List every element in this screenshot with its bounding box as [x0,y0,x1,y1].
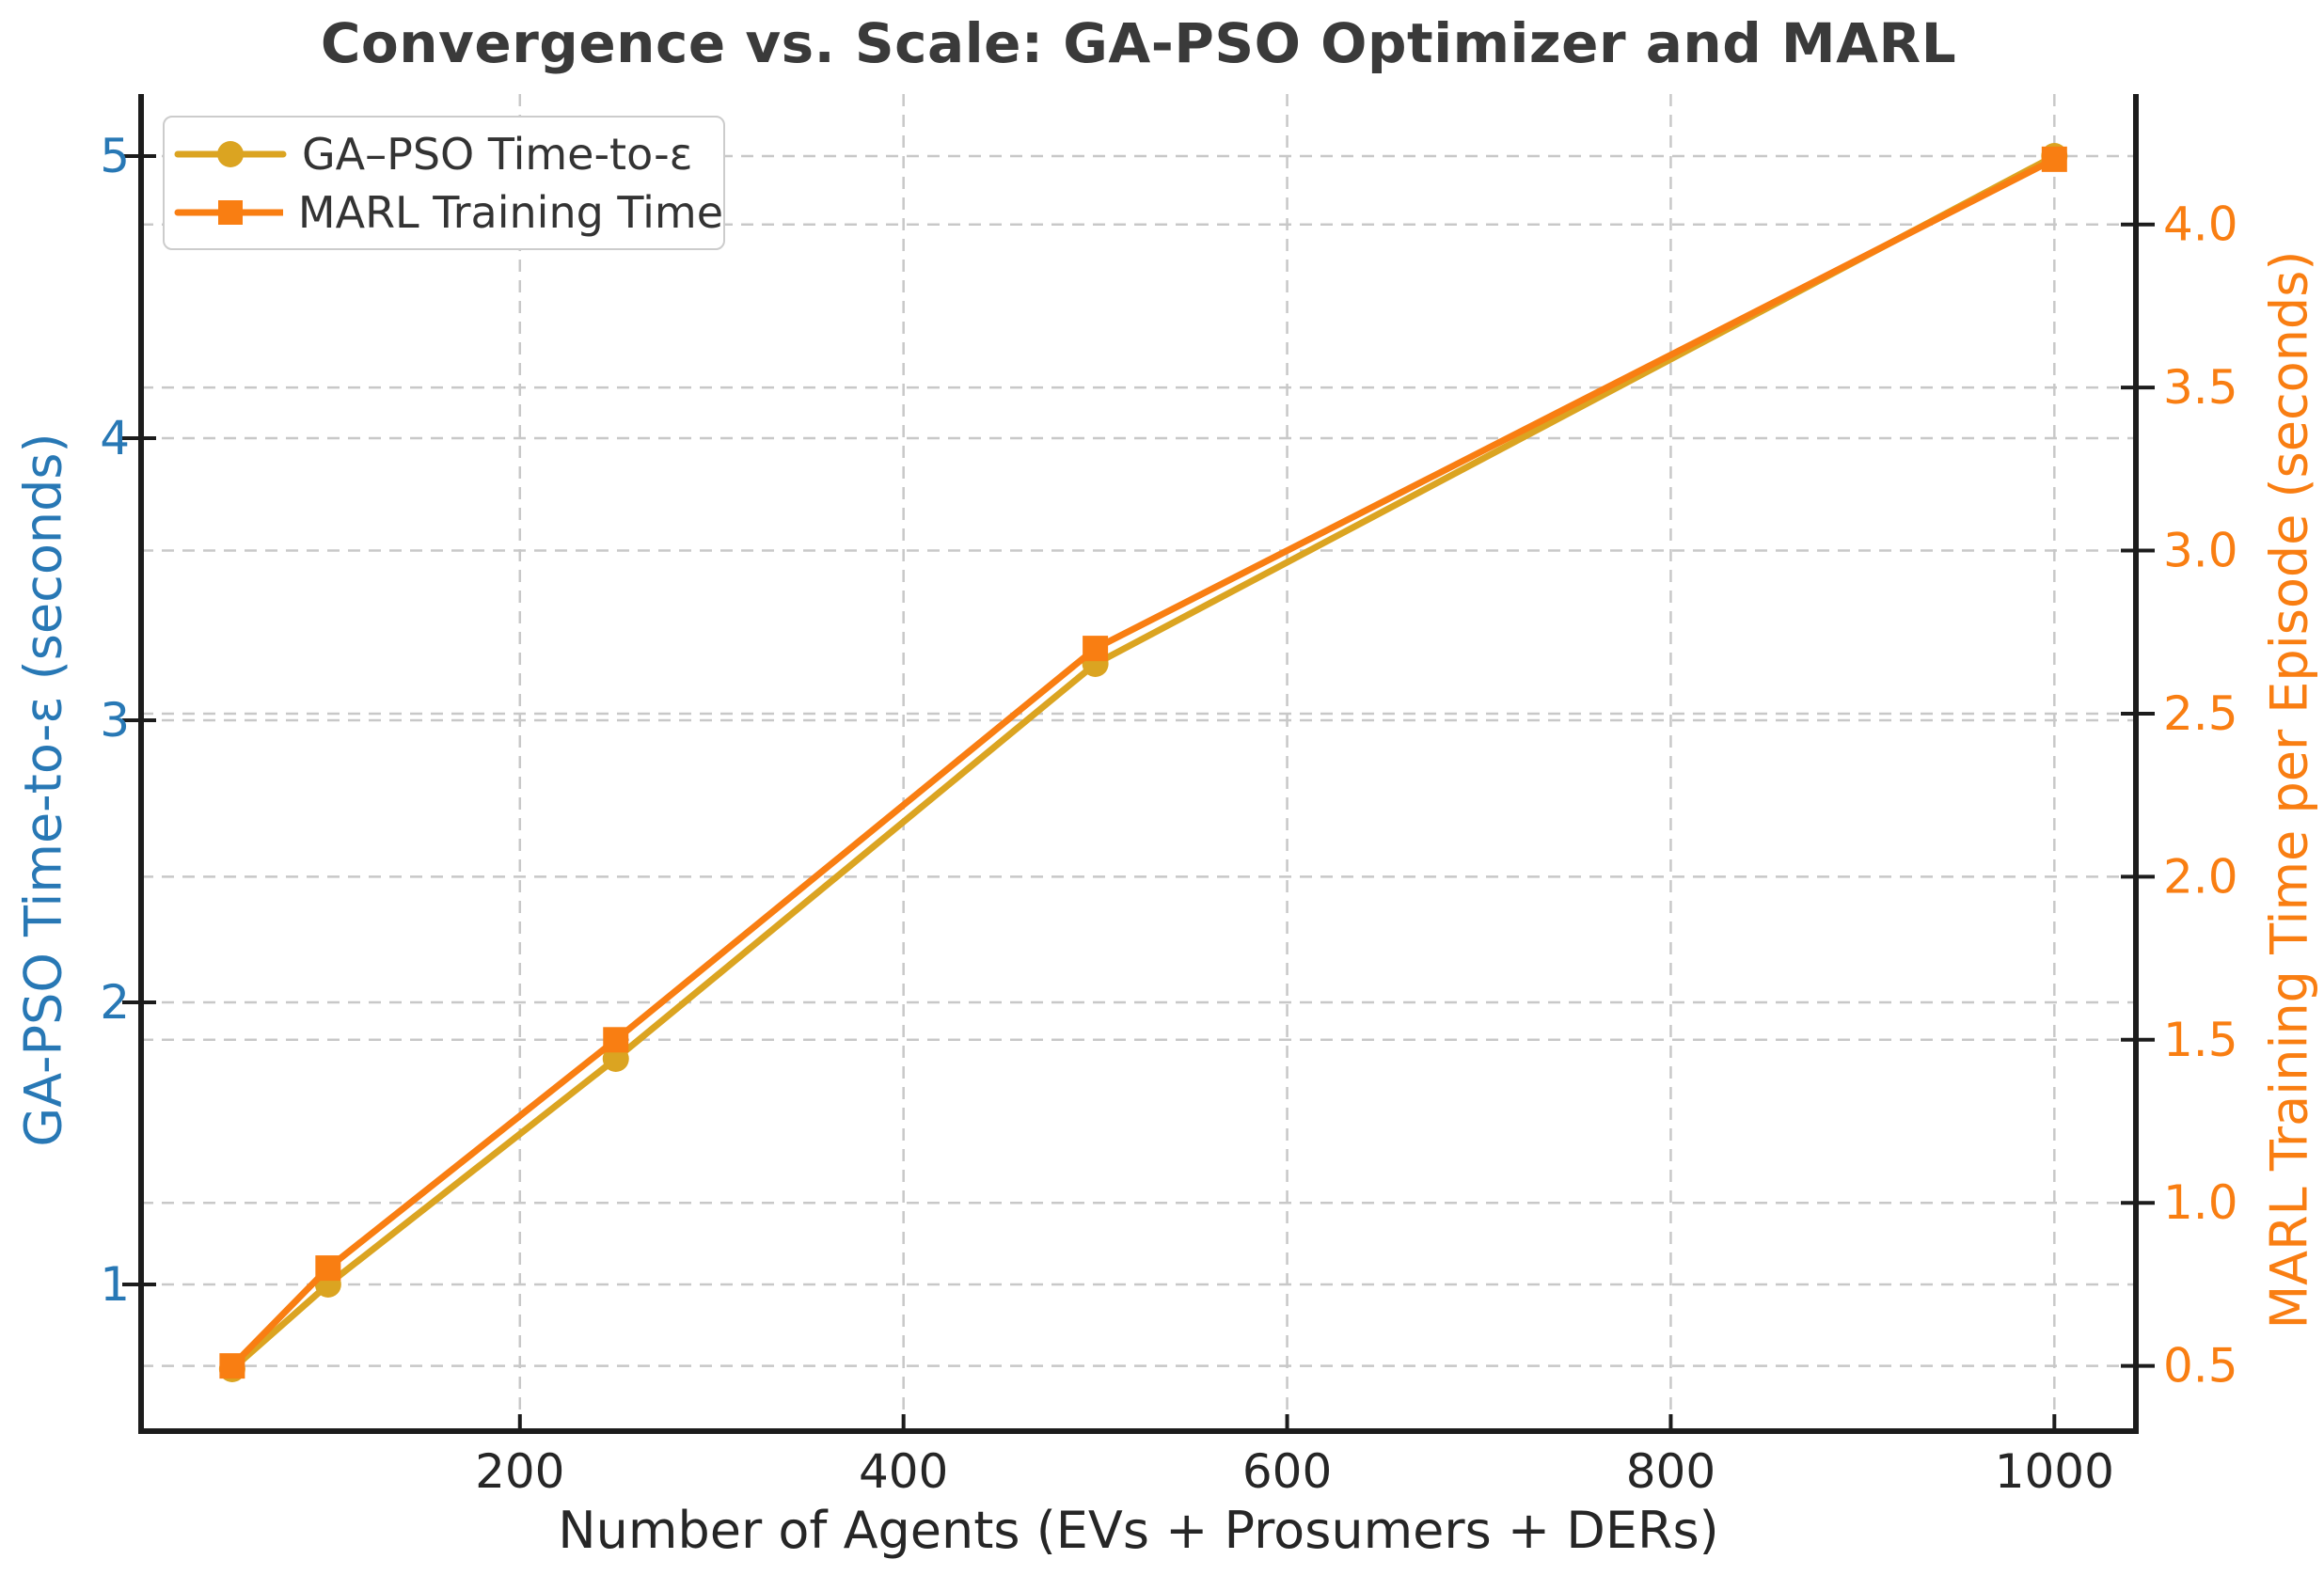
right-y-tick-label: 0.5 [2163,1339,2238,1394]
marl-series-line [229,155,2058,1370]
marl-legend-marker [218,199,243,225]
gapso-line-marker-icon [174,140,287,167]
gapso-series-line [229,152,2058,1373]
x-tick-label: 1000 [1995,1444,2114,1499]
right-y-tick-label: 2.5 [2163,686,2238,741]
gapso-legend-marker [217,140,244,167]
x-tick-label: 600 [1242,1444,1332,1499]
x-tick-label: 200 [475,1444,564,1499]
marl-data-point-marker [603,1027,629,1053]
marl-data-point-marker [315,1255,341,1282]
marl-line-marker-icon [174,199,283,225]
right-y-tick-label: 1.0 [2163,1175,2238,1230]
left-y-tick-label: 2 [100,975,130,1030]
marl-data-point-marker [1083,636,1109,662]
left-y-axis-label: GA-PSO Time-to-ε (seconds) [13,433,73,1147]
left-y-tick-label: 1 [100,1257,130,1312]
right-y-axis-label: MARL Training Time per Episode (seconds) [2259,250,2319,1330]
right-y-tick-label: 3.5 [2163,360,2238,415]
x-tick-label: 800 [1626,1444,1715,1499]
chart-title: Convergence vs. Scale: GA-PSO Optimizer … [320,11,1957,75]
legend-item-gapso: GA–PSO Time-to-ε [174,130,723,179]
x-tick-label: 400 [859,1444,948,1499]
left-y-tick-label: 3 [100,693,130,748]
legend: GA–PSO Time-to-ε MARL Training Time [163,116,725,250]
right-y-tick-label: 1.5 [2163,1013,2238,1067]
left-y-tick-label: 4 [100,411,130,465]
marl-data-point-marker [2041,146,2067,172]
left-y-tick-label: 5 [100,129,130,183]
right-y-tick-label: 4.0 [2163,197,2238,252]
legend-item-marl: MARL Training Time [174,188,723,237]
right-y-tick-label: 2.0 [2163,849,2238,904]
x-axis-label: Number of Agents (EVs + Prosumers + DERs… [558,1501,1719,1560]
right-y-tick-label: 3.0 [2163,524,2238,578]
legend-label-marl: MARL Training Time [297,186,723,238]
legend-label-gapso: GA–PSO Time-to-ε [302,128,693,180]
marl-data-point-marker [219,1353,245,1379]
